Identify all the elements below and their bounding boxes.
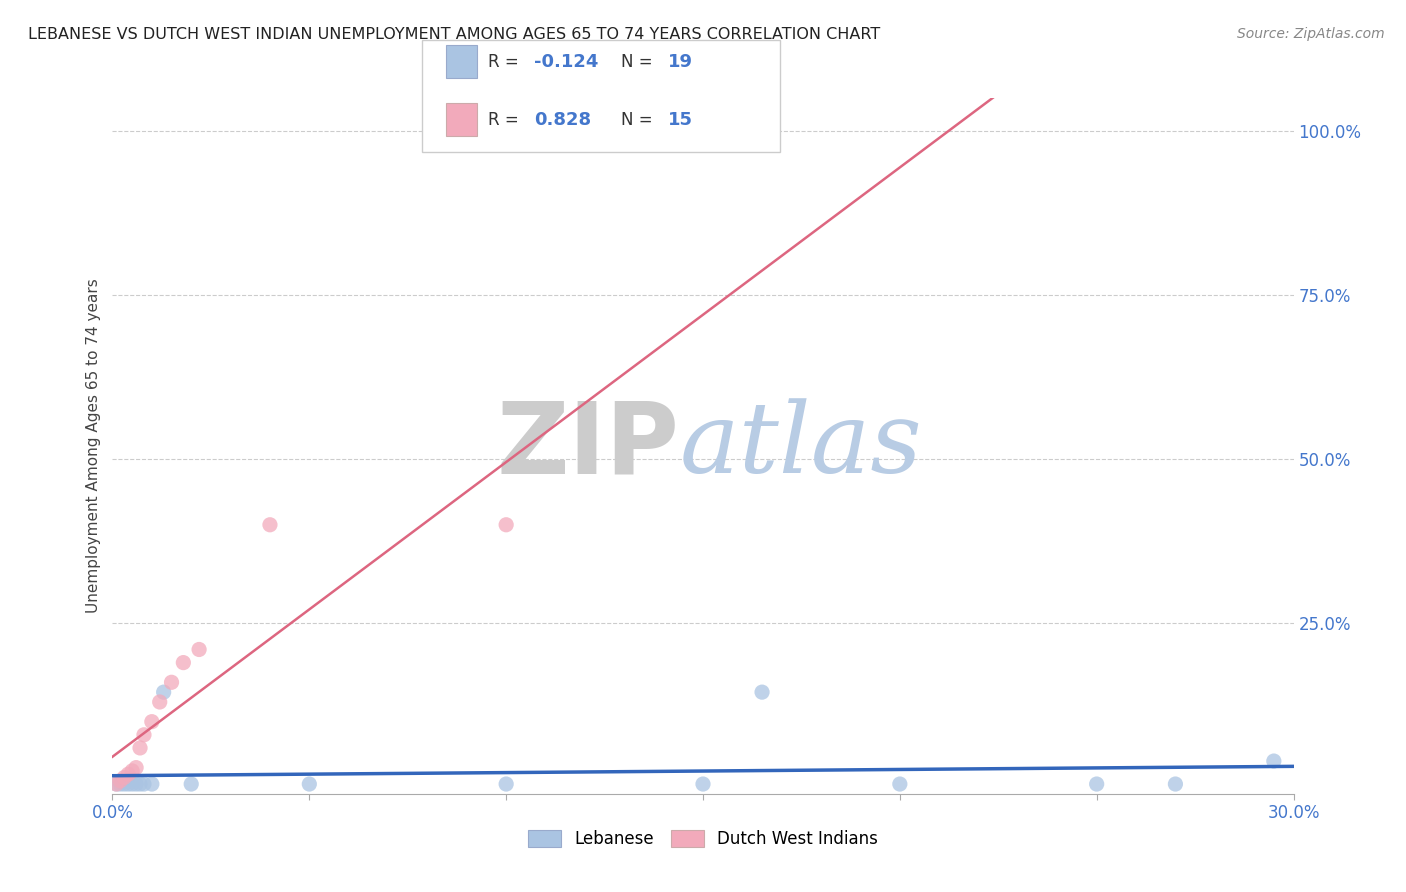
Point (112, 771, 135, 785)
Point (188, 642, 211, 657)
Text: N =: N = (621, 111, 658, 128)
Point (495, 517, 517, 532)
Point (141, 777, 163, 791)
Point (495, 777, 517, 791)
Point (117, 777, 139, 791)
Legend: Lebanese, Dutch West Indians: Lebanese, Dutch West Indians (522, 823, 884, 855)
Text: LEBANESE VS DUTCH WEST INDIAN UNEMPLOYMENT AMONG AGES 65 TO 74 YEARS CORRELATION: LEBANESE VS DUTCH WEST INDIAN UNEMPLOYME… (28, 27, 880, 42)
Text: -0.124: -0.124 (534, 53, 599, 70)
Point (105, 777, 128, 791)
Point (110, 773, 132, 788)
Text: 0.828: 0.828 (534, 111, 592, 128)
Point (152, 685, 174, 699)
Text: R =: R = (488, 53, 524, 70)
Point (141, 714, 163, 729)
Text: 15: 15 (668, 111, 693, 128)
Text: atlas: atlas (679, 399, 922, 493)
Point (160, 675, 183, 690)
Point (125, 777, 148, 791)
Point (692, 777, 714, 791)
Point (259, 517, 281, 532)
Point (110, 777, 132, 791)
Point (132, 777, 155, 791)
Point (149, 695, 172, 709)
Point (112, 777, 135, 791)
Point (129, 740, 152, 755)
Point (117, 767, 139, 781)
Point (1263, 754, 1285, 768)
Text: 19: 19 (668, 53, 693, 70)
Point (105, 777, 128, 791)
Point (132, 728, 155, 742)
Y-axis label: Unemployment Among Ages 65 to 74 years: Unemployment Among Ages 65 to 74 years (86, 278, 101, 614)
Point (121, 764, 143, 778)
Point (1164, 777, 1187, 791)
Point (180, 777, 202, 791)
Point (1085, 777, 1108, 791)
Point (121, 777, 143, 791)
Point (889, 777, 911, 791)
Text: R =: R = (488, 111, 524, 128)
Text: ZIP: ZIP (496, 398, 679, 494)
Point (172, 656, 194, 670)
Point (125, 761, 148, 775)
Text: N =: N = (621, 53, 658, 70)
Point (298, 777, 321, 791)
Text: Source: ZipAtlas.com: Source: ZipAtlas.com (1237, 27, 1385, 41)
Point (129, 777, 152, 791)
Point (751, 685, 773, 699)
